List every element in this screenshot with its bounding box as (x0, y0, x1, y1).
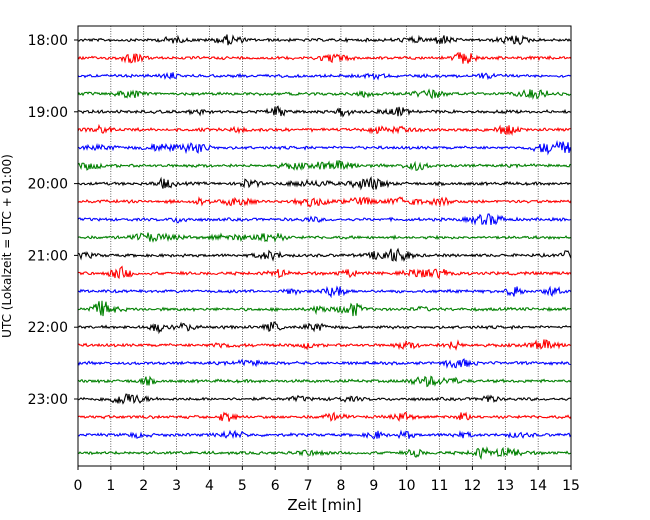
seismogram-trace (77, 411, 572, 422)
seismogram-trace (77, 213, 572, 226)
seismogram-trace (77, 232, 572, 243)
vertical-grid-lines (110, 26, 539, 466)
y-tick-label: 18:00 (28, 33, 68, 49)
x-tick-label: 10 (398, 478, 416, 494)
x-tick-label: 15 (562, 478, 580, 494)
seismogram-trace (77, 51, 572, 64)
x-tick-label: 3 (172, 478, 181, 494)
x-tick-label: 0 (74, 478, 83, 494)
y-tick-label: 20:00 (28, 177, 68, 193)
seismogram-trace (77, 339, 572, 351)
x-tick-label: 8 (336, 478, 345, 494)
seismogram-trace (77, 247, 572, 263)
x-tick-label: 1 (106, 478, 115, 494)
seismogram-trace (77, 321, 572, 335)
seismogram-trace (77, 375, 572, 388)
x-tick-label: 2 (139, 478, 148, 494)
seismogram-trace (77, 429, 572, 440)
seismogram-trace (77, 71, 572, 81)
y-tick-label: 22:00 (28, 320, 68, 336)
x-axis-label: Zeit [min] (287, 496, 361, 514)
seismogram-trace (77, 34, 572, 46)
seismogram-trace (77, 446, 572, 461)
seismogram-trace (77, 285, 572, 299)
x-axis-ticks: 0 1 2 3 4 5 6 7 8 9 10 11 12 13 14 15 (74, 466, 580, 494)
y-tick-label: 19:00 (28, 105, 68, 121)
x-tick-label: 13 (496, 478, 514, 494)
plot-frame (77, 25, 572, 467)
seismogram-trace (77, 176, 572, 191)
x-tick-label: 9 (369, 478, 378, 494)
seismogram-trace (77, 393, 572, 405)
x-tick-label: 5 (238, 478, 247, 494)
x-tick-label: 12 (463, 478, 481, 494)
x-tick-label: 14 (529, 478, 547, 494)
x-tick-label: 6 (271, 478, 280, 494)
seismogram-trace (77, 88, 572, 100)
x-tick-label: 11 (431, 478, 449, 494)
seismogram-trace (77, 196, 572, 208)
seismogram-trace (77, 265, 572, 280)
seismogram-trace (77, 160, 572, 171)
y-tick-label: 21:00 (28, 248, 68, 264)
x-tick-label: 7 (304, 478, 313, 494)
seismogram-trace (77, 123, 572, 136)
y-tick-label: 23:00 (28, 392, 68, 408)
seismogram-trace (77, 105, 572, 118)
y-axis-label: UTC (Lokalzeit = UTC + 01:00) (0, 154, 14, 338)
seismogram-traces (77, 34, 572, 461)
seismogram-trace (77, 300, 572, 317)
seismogram-trace (77, 358, 572, 369)
y-axis-ticks: 18:00 19:00 20:00 21:00 22:00 23:00 (28, 33, 78, 408)
x-tick-label: 4 (205, 478, 214, 494)
seismogram-trace (77, 140, 572, 156)
